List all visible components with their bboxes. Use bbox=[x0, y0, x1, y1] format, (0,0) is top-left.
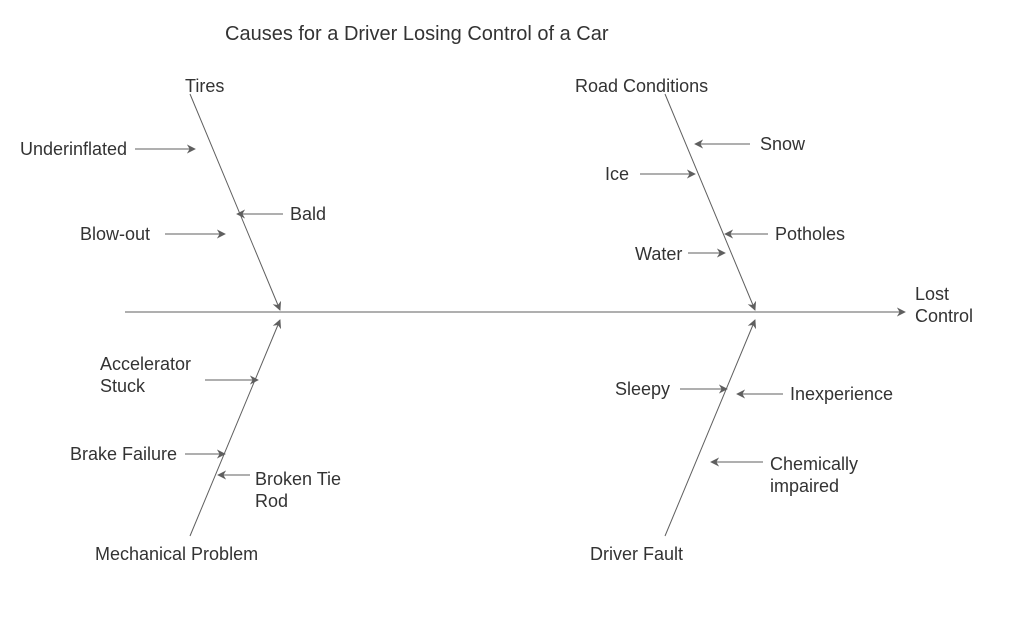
cause-label-inexperience: Inexperience bbox=[790, 384, 893, 404]
cause-label-tierod: Broken Tie Rod bbox=[255, 469, 346, 511]
fishbone-diagram: Causes for a Driver Losing Control of a … bbox=[0, 0, 1016, 642]
cause-label-brake: Brake Failure bbox=[70, 444, 177, 464]
branch-road bbox=[665, 94, 755, 310]
branch-label-road: Road Conditions bbox=[575, 76, 708, 96]
cause-label-blowout: Blow-out bbox=[80, 224, 150, 244]
cause-label-accelerator: Accelerator Stuck bbox=[100, 354, 196, 396]
cause-label-underinflated: Underinflated bbox=[20, 139, 127, 159]
branch-label-tires: Tires bbox=[185, 76, 224, 96]
branch-driver bbox=[665, 320, 755, 536]
branch-label-driver: Driver Fault bbox=[590, 544, 683, 564]
cause-label-potholes: Potholes bbox=[775, 224, 845, 244]
cause-label-bald: Bald bbox=[290, 204, 326, 224]
cause-label-ice: Ice bbox=[605, 164, 629, 184]
branch-label-mechanical: Mechanical Problem bbox=[95, 544, 258, 564]
cause-label-chemically: Chemically impaired bbox=[770, 454, 863, 496]
cause-label-snow: Snow bbox=[760, 134, 806, 154]
branch-tires bbox=[190, 94, 280, 310]
cause-label-water: Water bbox=[635, 244, 682, 264]
cause-label-sleepy: Sleepy bbox=[615, 379, 670, 399]
effect-label: Lost Control bbox=[915, 284, 973, 326]
diagram-title: Causes for a Driver Losing Control of a … bbox=[225, 23, 609, 45]
